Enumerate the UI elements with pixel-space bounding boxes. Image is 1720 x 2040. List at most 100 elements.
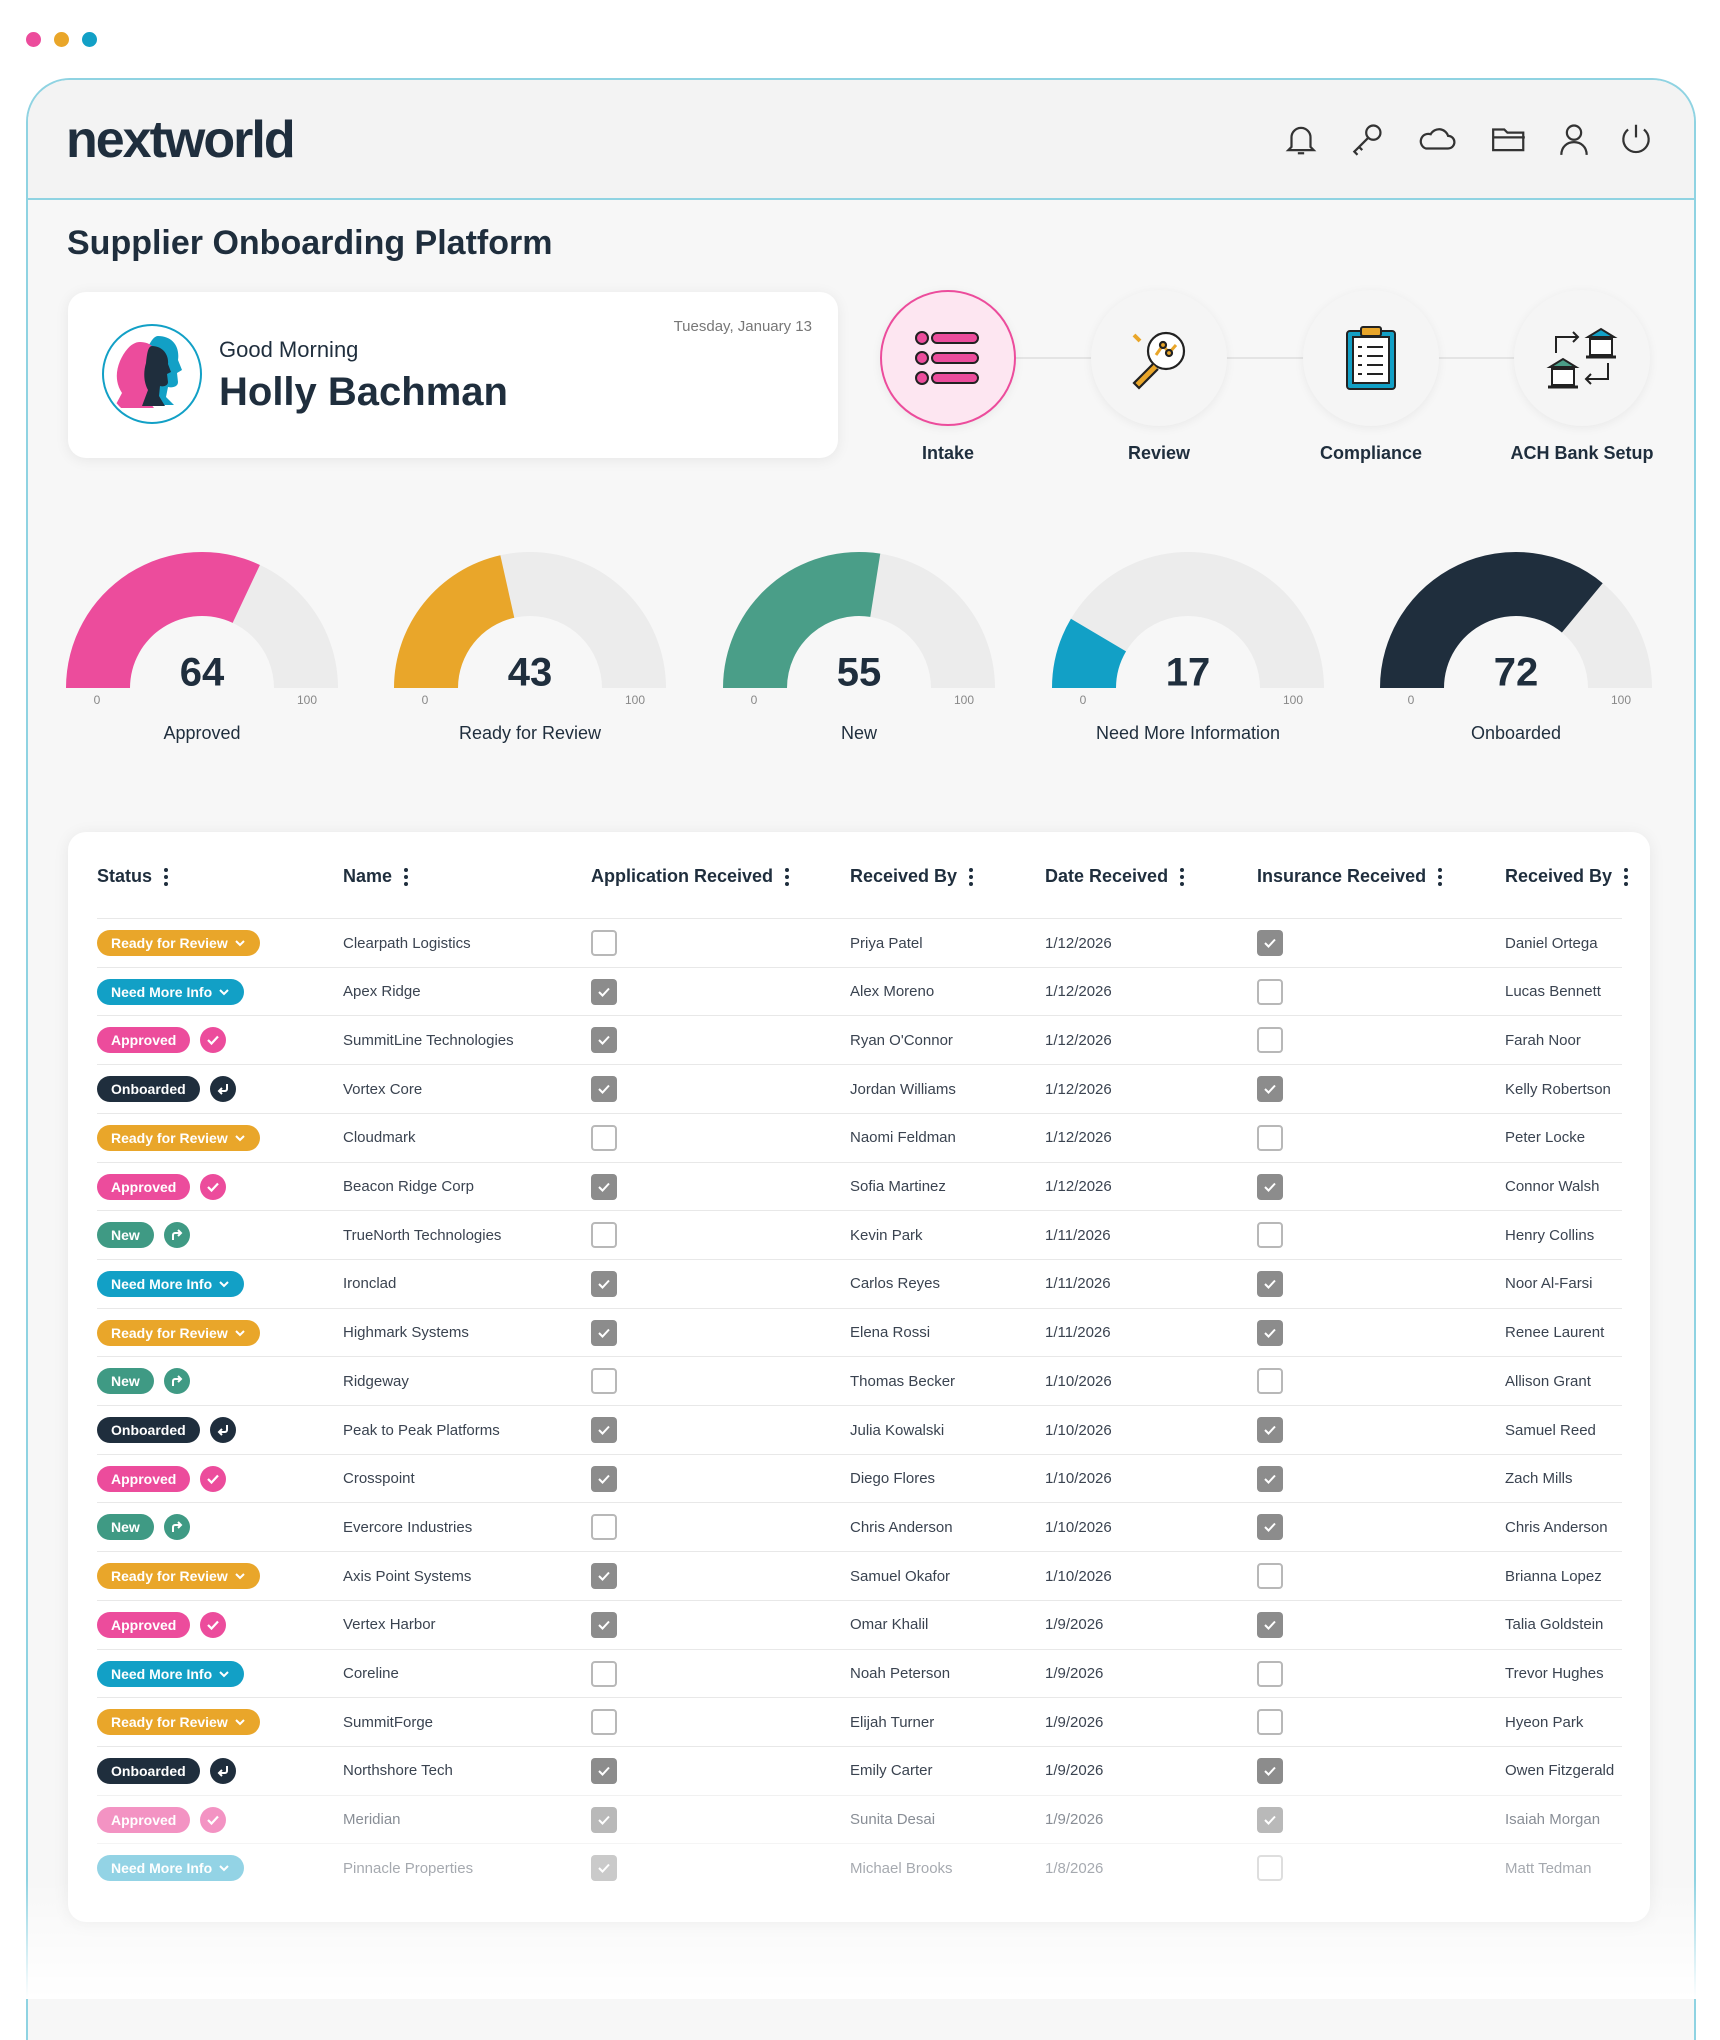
insurance-checkbox[interactable] (1257, 1757, 1283, 1784)
status-badge[interactable]: Ready for Review (97, 1563, 260, 1590)
insurance-checkbox[interactable] (1257, 930, 1283, 956)
table-row[interactable]: Approved Beacon Ridge Corp Sofia Martinez 1… (97, 1161, 1622, 1211)
application-checkbox[interactable] (591, 1514, 617, 1541)
table-row[interactable]: Ready for Review Axis Point Systems Samuel… (97, 1551, 1622, 1600)
status-badge[interactable]: Ready for Review (97, 930, 260, 956)
column-menu[interactable] (404, 867, 409, 886)
insurance-checkbox[interactable] (1257, 1124, 1283, 1151)
table-row[interactable]: Approved Meridian Sunita Desai 1/9/2026 Isai… (97, 1794, 1622, 1844)
table-row[interactable]: Need More Info Coreline Noah Peterson 1/9/2… (97, 1648, 1622, 1698)
column-menu[interactable] (785, 867, 790, 886)
application-checkbox[interactable] (591, 1417, 617, 1443)
application-checkbox[interactable] (591, 1611, 617, 1638)
application-checkbox[interactable] (591, 1660, 617, 1687)
insurance-checkbox[interactable] (1257, 1563, 1283, 1590)
status-icon[interactable] (200, 1611, 227, 1638)
key-icon[interactable] (1348, 120, 1386, 158)
logo[interactable]: nextworld (66, 111, 296, 169)
insurance-checkbox[interactable] (1257, 1660, 1283, 1687)
column-header[interactable]: Insurance Received (1257, 866, 1443, 887)
table-row[interactable]: New TrueNorth Technologies Kevin Park 1/11/… (97, 1210, 1622, 1259)
status-badge[interactable]: Approved (97, 1027, 191, 1054)
table-row[interactable]: Need More Info Pinnacle Properties Michael… (97, 1843, 1622, 1892)
column-header[interactable]: Name (343, 866, 409, 887)
application-checkbox[interactable] (591, 1465, 617, 1492)
column-menu[interactable] (164, 867, 169, 886)
application-checkbox[interactable] (591, 1222, 617, 1249)
insurance-checkbox[interactable] (1257, 1222, 1283, 1249)
table-row[interactable]: Ready for Review Cloudmark Naomi Feldman 1/… (97, 1112, 1622, 1162)
insurance-checkbox[interactable] (1257, 1855, 1283, 1882)
application-checkbox[interactable] (591, 930, 617, 956)
table-row[interactable]: Ready for Review Clearpath Logistics Priya… (97, 918, 1622, 967)
status-badge[interactable]: Approved (97, 1465, 191, 1492)
status-icon[interactable] (200, 1027, 227, 1054)
application-checkbox[interactable] (591, 1855, 617, 1882)
application-checkbox[interactable] (591, 1319, 617, 1346)
status-icon[interactable] (163, 1368, 190, 1395)
status-icon[interactable] (163, 1222, 190, 1249)
status-badge[interactable]: Approved (97, 1611, 191, 1638)
table-row[interactable]: Need More Info Ironclad Carlos Reyes 1/11/2… (97, 1258, 1622, 1308)
insurance-checkbox[interactable] (1257, 1027, 1283, 1054)
application-checkbox[interactable] (591, 1368, 617, 1395)
column-menu[interactable] (969, 867, 974, 886)
status-icon[interactable] (200, 1806, 227, 1833)
status-badge[interactable]: Ready for Review (97, 1709, 260, 1736)
insurance-checkbox[interactable] (1257, 1465, 1283, 1492)
status-icon[interactable] (209, 1076, 236, 1103)
column-header[interactable]: Status (97, 866, 169, 887)
status-badge[interactable]: Ready for Review (97, 1124, 260, 1151)
insurance-checkbox[interactable] (1257, 1368, 1283, 1395)
status-icon[interactable] (200, 1465, 227, 1492)
user-icon[interactable] (1555, 120, 1593, 158)
status-badge[interactable]: Need More Info (97, 978, 245, 1005)
table-row[interactable]: Approved Crosspoint Diego Flores 1/10/2026 Z… (97, 1453, 1622, 1503)
power-icon[interactable] (1617, 120, 1655, 158)
step-compliance[interactable] (1303, 290, 1439, 426)
insurance-checkbox[interactable] (1257, 1270, 1283, 1297)
status-badge[interactable]: Need More Info (97, 1855, 245, 1882)
table-row[interactable]: Ready for Review Highmark Systems Elena Ro… (97, 1307, 1622, 1357)
insurance-checkbox[interactable] (1257, 1076, 1283, 1103)
status-badge[interactable]: New (97, 1514, 154, 1541)
status-badge[interactable]: Onboarded (97, 1757, 200, 1784)
application-checkbox[interactable] (591, 978, 617, 1005)
insurance-checkbox[interactable] (1257, 1806, 1283, 1833)
status-icon[interactable] (209, 1417, 236, 1443)
table-row[interactable]: New Evercore Industries Chris Anderson 1/10… (97, 1502, 1622, 1551)
application-checkbox[interactable] (591, 1563, 617, 1590)
status-badge[interactable]: Approved (97, 1173, 191, 1200)
table-row[interactable]: New Ridgeway Thomas Becker 1/10/2026 Allison… (97, 1356, 1622, 1405)
status-icon[interactable] (163, 1514, 190, 1541)
status-badge[interactable]: Approved (97, 1806, 191, 1833)
table-row[interactable]: Onboarded Peak to Peak Platforms Julia Kow… (97, 1405, 1622, 1454)
insurance-checkbox[interactable] (1257, 1173, 1283, 1200)
application-checkbox[interactable] (591, 1173, 617, 1200)
status-badge[interactable]: New (97, 1368, 154, 1395)
step-intake[interactable] (880, 290, 1016, 426)
notifications-icon[interactable] (1282, 120, 1320, 158)
table-row[interactable]: Onboarded Vortex Core Jordan Williams 1/12/… (97, 1064, 1622, 1113)
column-menu[interactable] (1180, 867, 1185, 886)
application-checkbox[interactable] (591, 1806, 617, 1833)
column-menu[interactable] (1438, 867, 1443, 886)
application-checkbox[interactable] (591, 1027, 617, 1054)
column-header[interactable]: Received By (850, 866, 974, 887)
insurance-checkbox[interactable] (1257, 978, 1283, 1005)
table-row[interactable]: Onboarded Northshore Tech Emily Carter 1/9/… (97, 1745, 1622, 1795)
column-header[interactable]: Received By (1505, 866, 1629, 887)
application-checkbox[interactable] (591, 1270, 617, 1297)
insurance-checkbox[interactable] (1257, 1514, 1283, 1541)
column-header[interactable]: Date Received (1045, 866, 1185, 887)
column-header[interactable]: Application Received (591, 866, 790, 887)
status-badge[interactable]: Onboarded (97, 1076, 200, 1103)
table-row[interactable]: Ready for Review SummitForge Elijah Turner… (97, 1697, 1622, 1746)
application-checkbox[interactable] (591, 1076, 617, 1103)
application-checkbox[interactable] (591, 1757, 617, 1784)
step-review[interactable] (1091, 290, 1227, 426)
application-checkbox[interactable] (591, 1709, 617, 1736)
insurance-checkbox[interactable] (1257, 1319, 1283, 1346)
insurance-checkbox[interactable] (1257, 1417, 1283, 1443)
status-icon[interactable] (200, 1173, 227, 1200)
